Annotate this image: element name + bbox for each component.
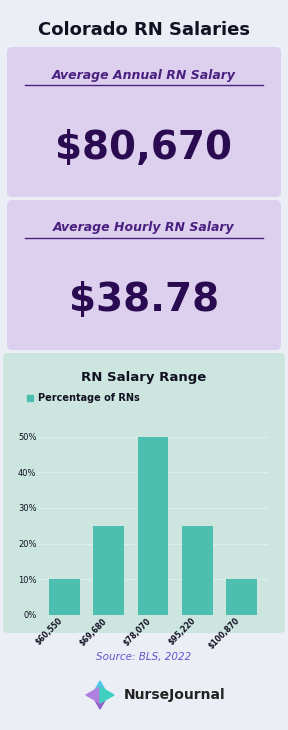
- Text: Average Hourly RN Salary: Average Hourly RN Salary: [53, 221, 235, 234]
- Text: Average Annual RN Salary: Average Annual RN Salary: [52, 69, 236, 82]
- Text: Source: BLS, 2022: Source: BLS, 2022: [96, 652, 192, 662]
- Polygon shape: [100, 687, 114, 703]
- Polygon shape: [92, 695, 108, 709]
- Bar: [182, 526, 213, 615]
- Bar: [93, 526, 124, 615]
- Bar: [226, 580, 257, 615]
- Text: NurseJournal: NurseJournal: [124, 688, 226, 702]
- Text: RN Salary Range: RN Salary Range: [82, 372, 206, 385]
- FancyBboxPatch shape: [7, 47, 281, 197]
- Polygon shape: [92, 681, 108, 695]
- Text: Colorado RN Salaries: Colorado RN Salaries: [38, 21, 250, 39]
- FancyBboxPatch shape: [7, 200, 281, 350]
- Text: $38.78: $38.78: [69, 281, 219, 319]
- Polygon shape: [86, 687, 100, 703]
- Text: $80,670: $80,670: [56, 129, 232, 167]
- Bar: [137, 437, 168, 615]
- Bar: [49, 580, 80, 615]
- Text: Percentage of RNs: Percentage of RNs: [38, 393, 140, 403]
- FancyBboxPatch shape: [3, 353, 285, 633]
